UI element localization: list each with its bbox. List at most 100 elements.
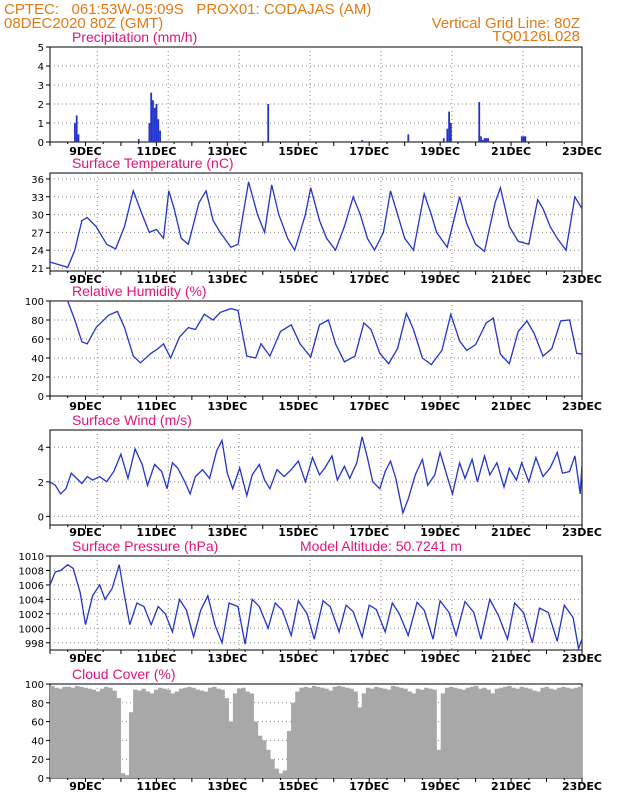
x-tick-label: 13DEC — [207, 526, 247, 539]
cloud-bar — [424, 687, 429, 778]
y-tick-label: 0 — [38, 512, 44, 523]
y-tick-label: 1004 — [19, 595, 44, 606]
x-tick-label: 15DEC — [278, 145, 318, 158]
x-tick-label: 21DEC — [491, 780, 531, 793]
cloud-bar — [577, 686, 583, 778]
x-tick-label: 21DEC — [491, 526, 531, 539]
x-tick-label: 15DEC — [278, 652, 318, 665]
x-tick-label: 17DEC — [349, 145, 389, 158]
x-tick-label: 9DEC — [69, 780, 101, 793]
precip-bar — [442, 138, 445, 142]
cloud-bar — [548, 688, 554, 778]
cloud-bar — [166, 689, 171, 778]
precip-bar — [77, 134, 80, 142]
precip-bar — [478, 102, 481, 142]
x-tick-label: 17DEC — [349, 780, 389, 793]
cloud-bar — [299, 687, 304, 778]
cloud-bar — [465, 687, 471, 778]
precip-bar — [522, 136, 525, 142]
cloud-bar — [307, 687, 313, 778]
cloud-bar — [174, 691, 180, 778]
cloud-bar — [415, 688, 421, 778]
x-tick-label: 9DEC — [69, 526, 101, 539]
cloud-bar — [328, 690, 333, 778]
cloud-bar — [345, 687, 350, 778]
x-tick-label: 9DEC — [69, 400, 101, 413]
x-tick-label: 11DEC — [136, 400, 176, 413]
y-tick-label: 1000 — [19, 624, 44, 635]
cloud-bar — [212, 686, 217, 778]
y-tick-label: 80 — [31, 316, 44, 327]
cloud-bar — [66, 686, 72, 778]
y-tick-label: 4 — [38, 443, 44, 454]
precip-bar — [520, 136, 523, 142]
x-tick-label: 9DEC — [69, 273, 101, 286]
y-tick-label: 2 — [38, 100, 44, 111]
cloud-bar — [257, 735, 263, 778]
cloud-bar — [378, 687, 383, 778]
y-tick-label: 5 — [38, 43, 44, 54]
cloud-bar — [207, 687, 213, 778]
cloud-bar — [386, 689, 392, 778]
cloud-bar — [191, 687, 196, 778]
cloud-bar — [403, 688, 408, 778]
cloud-bar — [519, 686, 525, 778]
cloud-bar — [253, 721, 259, 778]
precip-bar — [267, 104, 270, 142]
cloud-bar — [62, 686, 67, 778]
x-tick-label: 21DEC — [491, 652, 531, 665]
cloud-bar — [141, 688, 146, 778]
cloud-bar — [370, 688, 375, 778]
cloud-bar — [394, 686, 400, 778]
cloud-bar — [228, 721, 234, 778]
y-tick-label: 20 — [31, 373, 44, 384]
x-tick-label: 19DEC — [420, 145, 460, 158]
x-tick-label: 21DEC — [491, 145, 531, 158]
cloud-bar — [557, 687, 562, 778]
cloud-bar — [266, 749, 271, 778]
cloud-bar — [482, 687, 487, 778]
cloud-bar — [490, 693, 496, 778]
cloud-bar — [336, 685, 342, 778]
cloud-bar — [199, 690, 205, 778]
cloud-bar — [195, 689, 200, 778]
y-tick-label: 60 — [31, 335, 44, 346]
precip-bar — [153, 107, 156, 142]
x-tick-label: 13DEC — [207, 400, 247, 413]
cloud-bar — [382, 688, 387, 778]
cloud-bar — [183, 687, 188, 778]
cloud-bar — [74, 685, 80, 778]
y-tick-label: 21 — [31, 264, 44, 275]
cloud-bar — [353, 691, 358, 778]
cloud-bar — [216, 688, 221, 778]
y-tick-label: 100 — [25, 680, 44, 691]
cloud-bar — [170, 693, 175, 778]
y-tick-label: 1006 — [19, 581, 44, 592]
y-tick-label: 20 — [31, 755, 44, 766]
y-tick-label: 998 — [25, 639, 44, 650]
x-tick-label: 13DEC — [207, 145, 247, 158]
cloud-bar — [357, 707, 363, 778]
cloud-bar — [399, 687, 404, 778]
x-tick-label: 11DEC — [136, 652, 176, 665]
precip-bar — [448, 111, 450, 142]
x-tick-label: 13DEC — [207, 273, 247, 286]
cloud-bar — [349, 688, 354, 778]
cloud-bar — [278, 773, 284, 778]
cloud-bar — [295, 691, 300, 778]
panel-frame — [49, 429, 583, 526]
x-tick-label: 13DEC — [207, 652, 247, 665]
cloud-bar — [87, 688, 92, 778]
cloud-bar — [320, 687, 325, 778]
cloud-bar — [498, 687, 504, 778]
y-tick-label: 80 — [31, 699, 44, 710]
y-tick-label: 4 — [38, 62, 44, 73]
cloud-bar — [303, 686, 308, 778]
x-tick-label: 19DEC — [420, 526, 460, 539]
x-tick-label: 23DEC — [562, 780, 602, 793]
precip-bar — [152, 100, 154, 142]
precip-bar — [487, 138, 490, 142]
panel-title: Precipitation (mm/h) — [72, 29, 197, 45]
cloud-bar — [108, 687, 113, 778]
